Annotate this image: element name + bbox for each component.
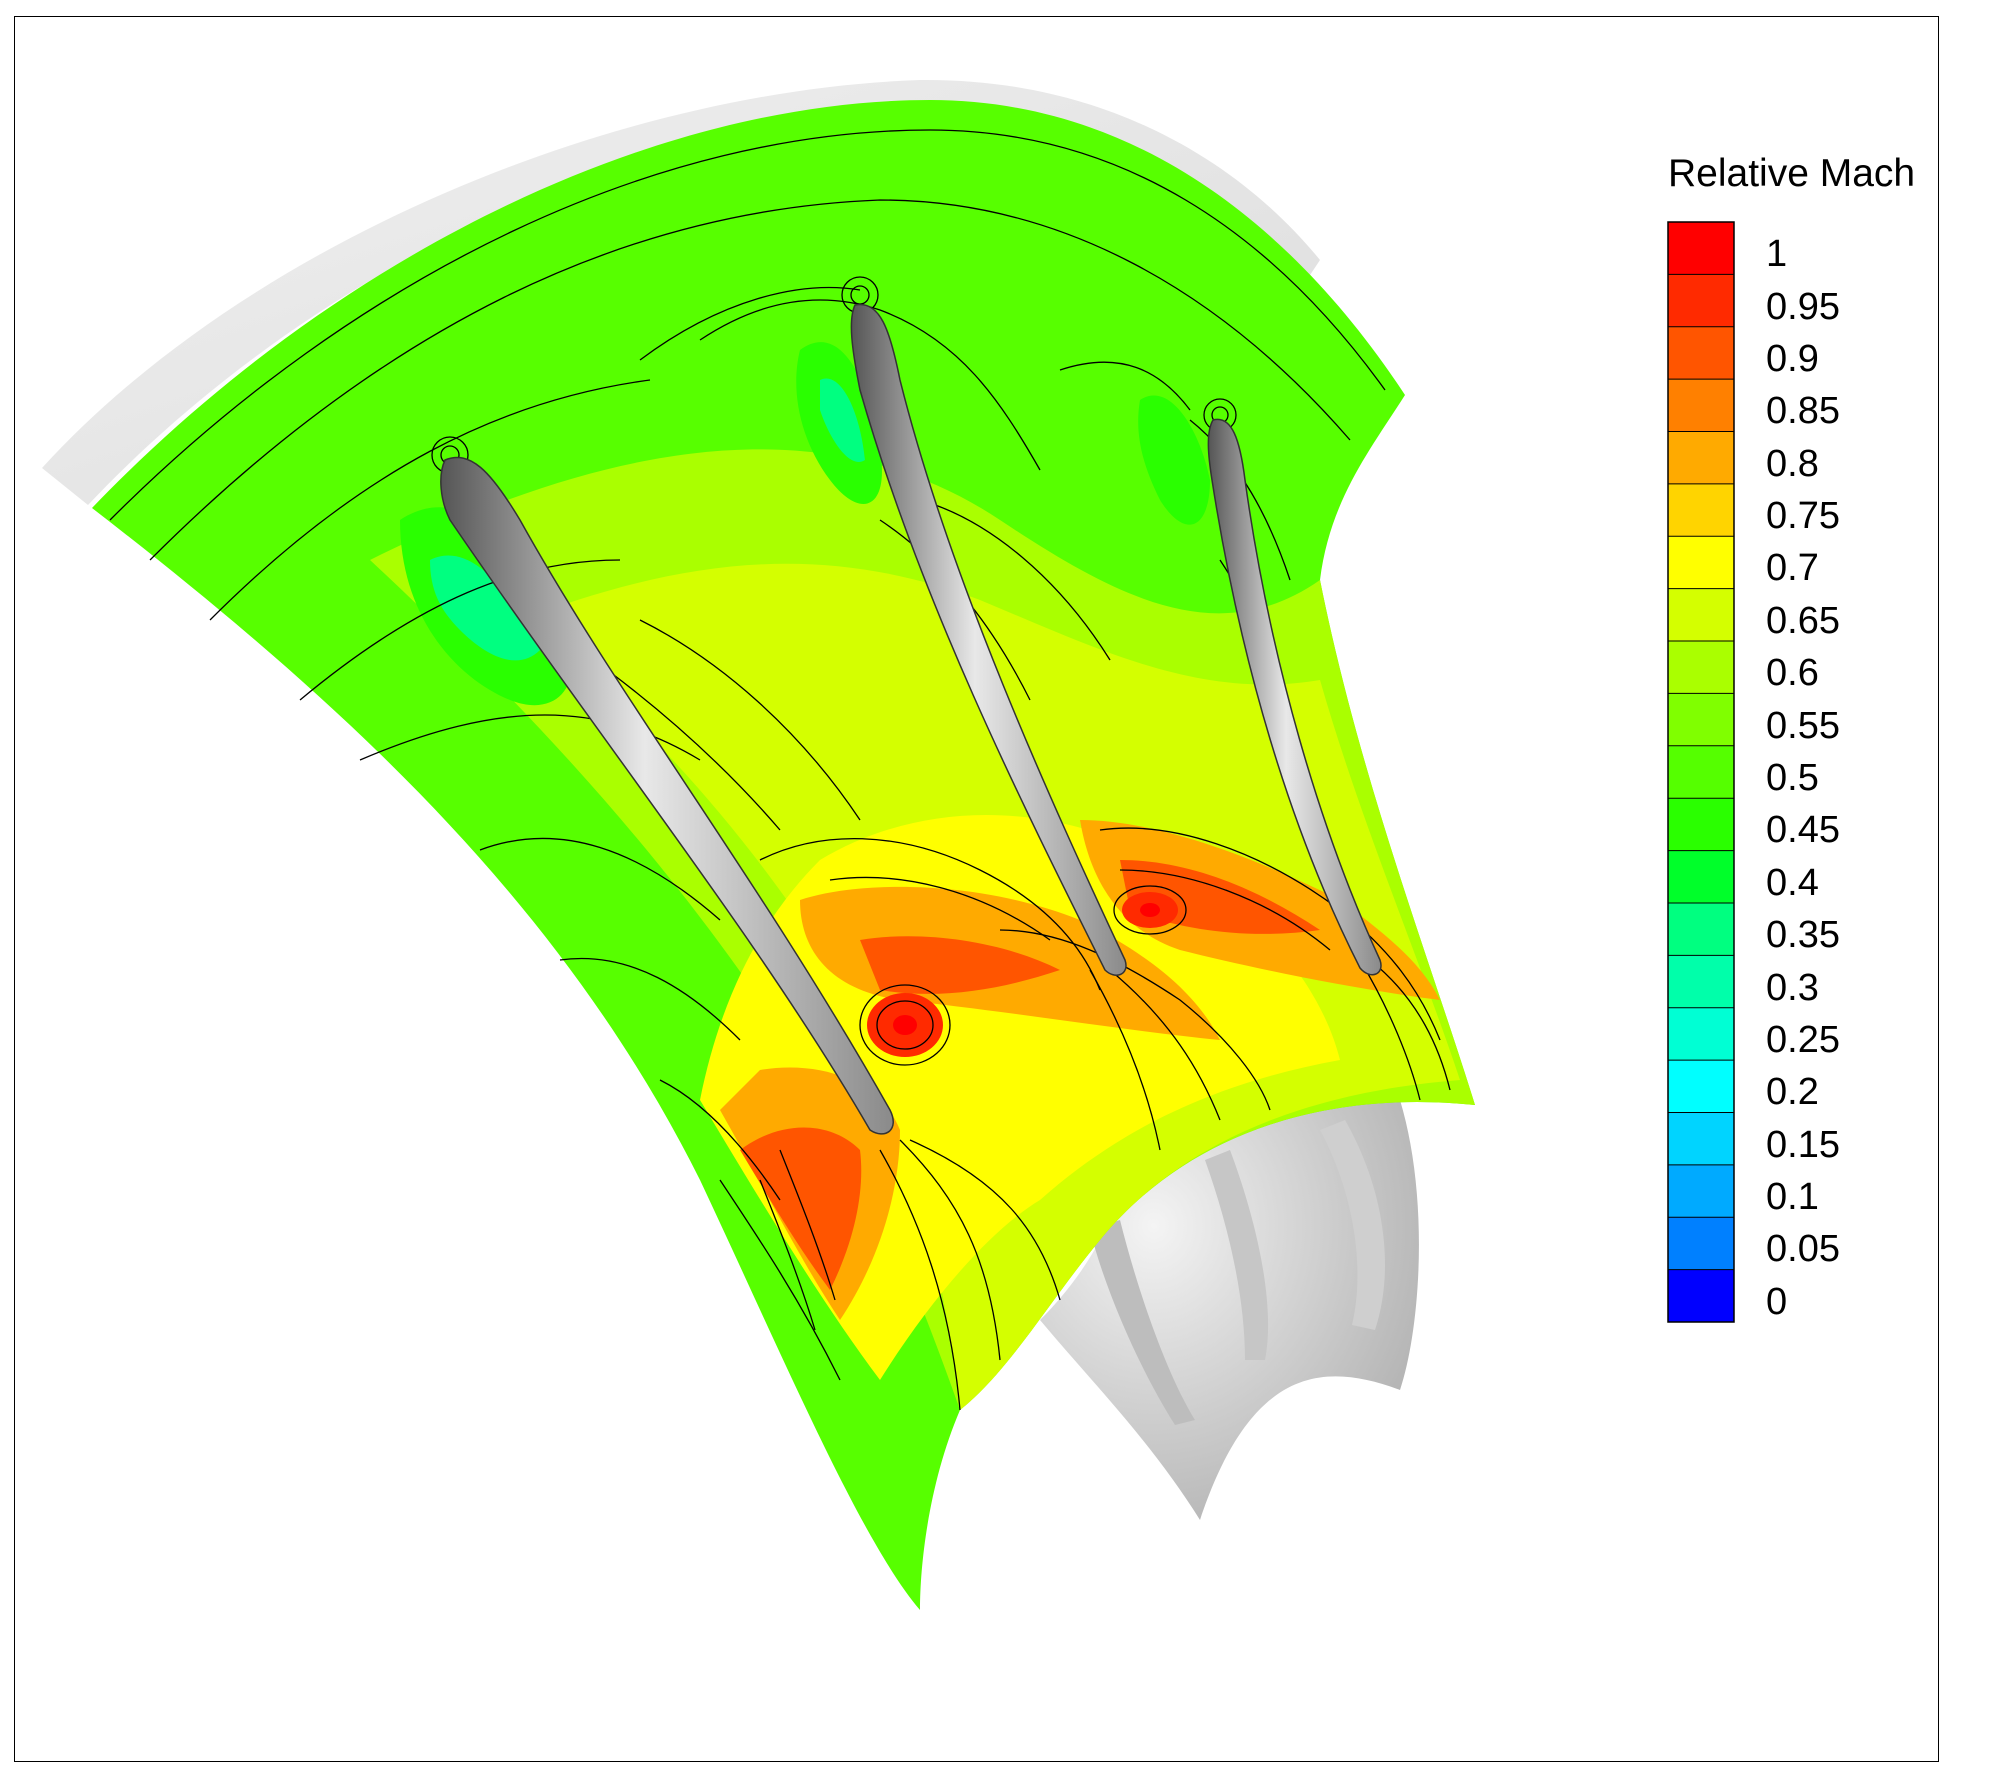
- legend-swatch: [1668, 693, 1734, 747]
- legend-tick-label: 0.6: [1766, 652, 1819, 695]
- shroud-surface: [42, 79, 1320, 505]
- legend-tick-label: 0.7: [1766, 547, 1819, 590]
- legend-tick-label: 0.35: [1766, 914, 1840, 957]
- hub-blade-3: [1320, 1120, 1385, 1330]
- legend-tick-label: 0.85: [1766, 390, 1840, 433]
- hub-blade-2: [1205, 1150, 1269, 1360]
- legend-swatch: [1668, 326, 1734, 380]
- legend-tick-label: 0.55: [1766, 704, 1840, 747]
- legend-tick-label: 0.05: [1766, 1228, 1840, 1271]
- legend-colorbar: [1667, 221, 1735, 1323]
- contour-band-100: [893, 1015, 917, 1035]
- legend-tick-label: 0.8: [1766, 442, 1819, 485]
- legend-swatch: [1668, 798, 1734, 852]
- legend-swatch: [1668, 1060, 1734, 1113]
- contour-band-040: [430, 378, 865, 661]
- legend-tick-label: 0.25: [1766, 1018, 1840, 1061]
- hub-blade-1: [1090, 1220, 1195, 1425]
- legend-tick-label: 0.1: [1766, 1176, 1819, 1219]
- legend-tick-label: 0.15: [1766, 1123, 1840, 1166]
- legend-swatch: [1668, 1217, 1734, 1271]
- figure-frame: [14, 16, 1939, 1762]
- legend-tick-label: 0.3: [1766, 966, 1819, 1009]
- legend-tick-label: 0.45: [1766, 809, 1840, 852]
- legend-swatch: [1668, 745, 1734, 799]
- contour-band-045: [400, 342, 1210, 706]
- legend-swatch: [1668, 641, 1734, 694]
- legend-tick-label: 0.65: [1766, 599, 1840, 642]
- contour-band-100-b: [1140, 903, 1160, 917]
- legend-swatch: [1668, 588, 1734, 642]
- legend-swatch: [1668, 379, 1734, 433]
- contour-band-090: [740, 860, 1320, 1290]
- legend-swatch: [1668, 955, 1734, 1009]
- legend-swatch: [1668, 274, 1734, 328]
- legend-tick-label: 0.5: [1766, 757, 1819, 799]
- legend-title: Relative Mach: [1668, 152, 1916, 195]
- legend-swatch: [1668, 1269, 1734, 1323]
- blade-3: [1207, 418, 1382, 976]
- legend-tick-label: 0.9: [1766, 337, 1819, 380]
- legend-swatch: [1668, 536, 1734, 590]
- legend-tick-label: 0.4: [1766, 861, 1819, 904]
- legend-tick-label: 1: [1766, 233, 1788, 276]
- blade-1: [440, 456, 894, 1135]
- legend-swatch: [1668, 902, 1734, 956]
- legend-swatch: [1668, 431, 1734, 485]
- legend-tick-label: 0.2: [1766, 1071, 1819, 1114]
- hub-surface: [1040, 1100, 1419, 1520]
- legend-swatch: [1668, 850, 1734, 904]
- legend-swatch: [1668, 483, 1734, 537]
- legend-swatch: [1668, 1007, 1734, 1061]
- legend-tick-label: 0.75: [1766, 495, 1840, 538]
- legend-tick-label: 0: [1766, 1280, 1788, 1323]
- legend-tick-label: 0.95: [1766, 285, 1840, 328]
- legend-swatch: [1668, 1112, 1734, 1166]
- blade-2: [850, 303, 1127, 976]
- legend-swatch: [1668, 1164, 1734, 1218]
- legend-border: [1667, 221, 1735, 1323]
- legend-swatch: [1668, 222, 1734, 275]
